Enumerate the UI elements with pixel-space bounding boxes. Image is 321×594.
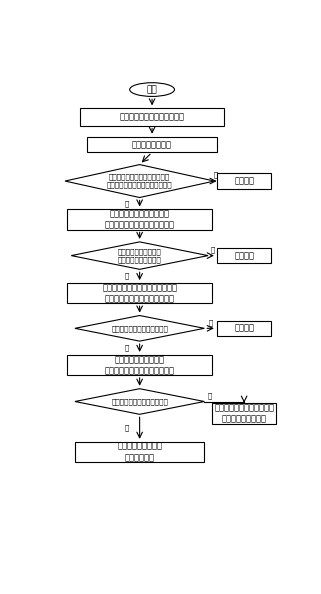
FancyBboxPatch shape bbox=[217, 173, 272, 189]
Text: 判断巷道出货口工位的
下一工位是否无货待机: 判断巷道出货口工位的 下一工位是否无货待机 bbox=[118, 248, 161, 263]
Text: 是: 是 bbox=[125, 425, 129, 431]
Text: 否: 否 bbox=[207, 392, 212, 399]
FancyBboxPatch shape bbox=[67, 355, 212, 375]
Text: 货物推入巷道出货口的下一工位，
沿着循环线的循环方向向前推行: 货物推入巷道出货口的下一工位， 沿着循环线的循环方向向前推行 bbox=[102, 283, 177, 303]
FancyBboxPatch shape bbox=[212, 403, 276, 424]
Text: 接受货物出库申请: 接受货物出库申请 bbox=[132, 140, 172, 149]
Text: 判断拐角处工位是否无货待机: 判断拐角处工位是否无货待机 bbox=[111, 325, 168, 331]
Text: 原地等候: 原地等候 bbox=[234, 324, 254, 333]
Text: 是: 是 bbox=[125, 200, 129, 207]
Text: 是: 是 bbox=[125, 273, 129, 280]
Text: 判断巷道出货工位和巷道出货口
工位的下一位工位是否均无货待机: 判断巷道出货工位和巷道出货口 工位的下一位工位是否均无货待机 bbox=[107, 173, 172, 188]
FancyBboxPatch shape bbox=[67, 210, 212, 229]
Text: 判断出口处工位是否无货待机: 判断出口处工位是否无货待机 bbox=[111, 398, 168, 405]
FancyBboxPatch shape bbox=[80, 108, 224, 126]
Text: 是: 是 bbox=[125, 345, 129, 351]
Text: 原地等候: 原地等候 bbox=[234, 176, 254, 185]
Text: 否: 否 bbox=[213, 172, 218, 178]
Text: 立体仓库循环线进行工位划分: 立体仓库循环线进行工位划分 bbox=[120, 112, 185, 122]
Text: 货物推入巷道出货口工位，
沿着循环线的循环方向向前推行: 货物推入巷道出货口工位， 沿着循环线的循环方向向前推行 bbox=[105, 210, 175, 229]
FancyBboxPatch shape bbox=[217, 321, 272, 336]
Polygon shape bbox=[71, 242, 208, 269]
Polygon shape bbox=[75, 388, 204, 415]
Text: 否: 否 bbox=[208, 319, 213, 326]
FancyBboxPatch shape bbox=[75, 442, 204, 462]
Text: 货物推行至出口处工
位，出货完成: 货物推行至出口处工 位，出货完成 bbox=[117, 442, 162, 462]
FancyBboxPatch shape bbox=[87, 137, 217, 152]
Polygon shape bbox=[75, 315, 204, 341]
Text: 沿着循环线的循环方向向前
绕行，等候下次出货: 沿着循环线的循环方向向前 绕行，等候下次出货 bbox=[214, 403, 274, 424]
Text: 原地等候: 原地等候 bbox=[234, 251, 254, 260]
FancyBboxPatch shape bbox=[217, 248, 272, 263]
Text: 开始: 开始 bbox=[147, 85, 157, 94]
Text: 货物推入拐角处工位，
沿着循环线的循环方向向前推行: 货物推入拐角处工位， 沿着循环线的循环方向向前推行 bbox=[105, 355, 175, 375]
Text: 否: 否 bbox=[210, 247, 214, 253]
FancyBboxPatch shape bbox=[67, 283, 212, 303]
Polygon shape bbox=[65, 165, 214, 198]
Ellipse shape bbox=[130, 83, 175, 96]
